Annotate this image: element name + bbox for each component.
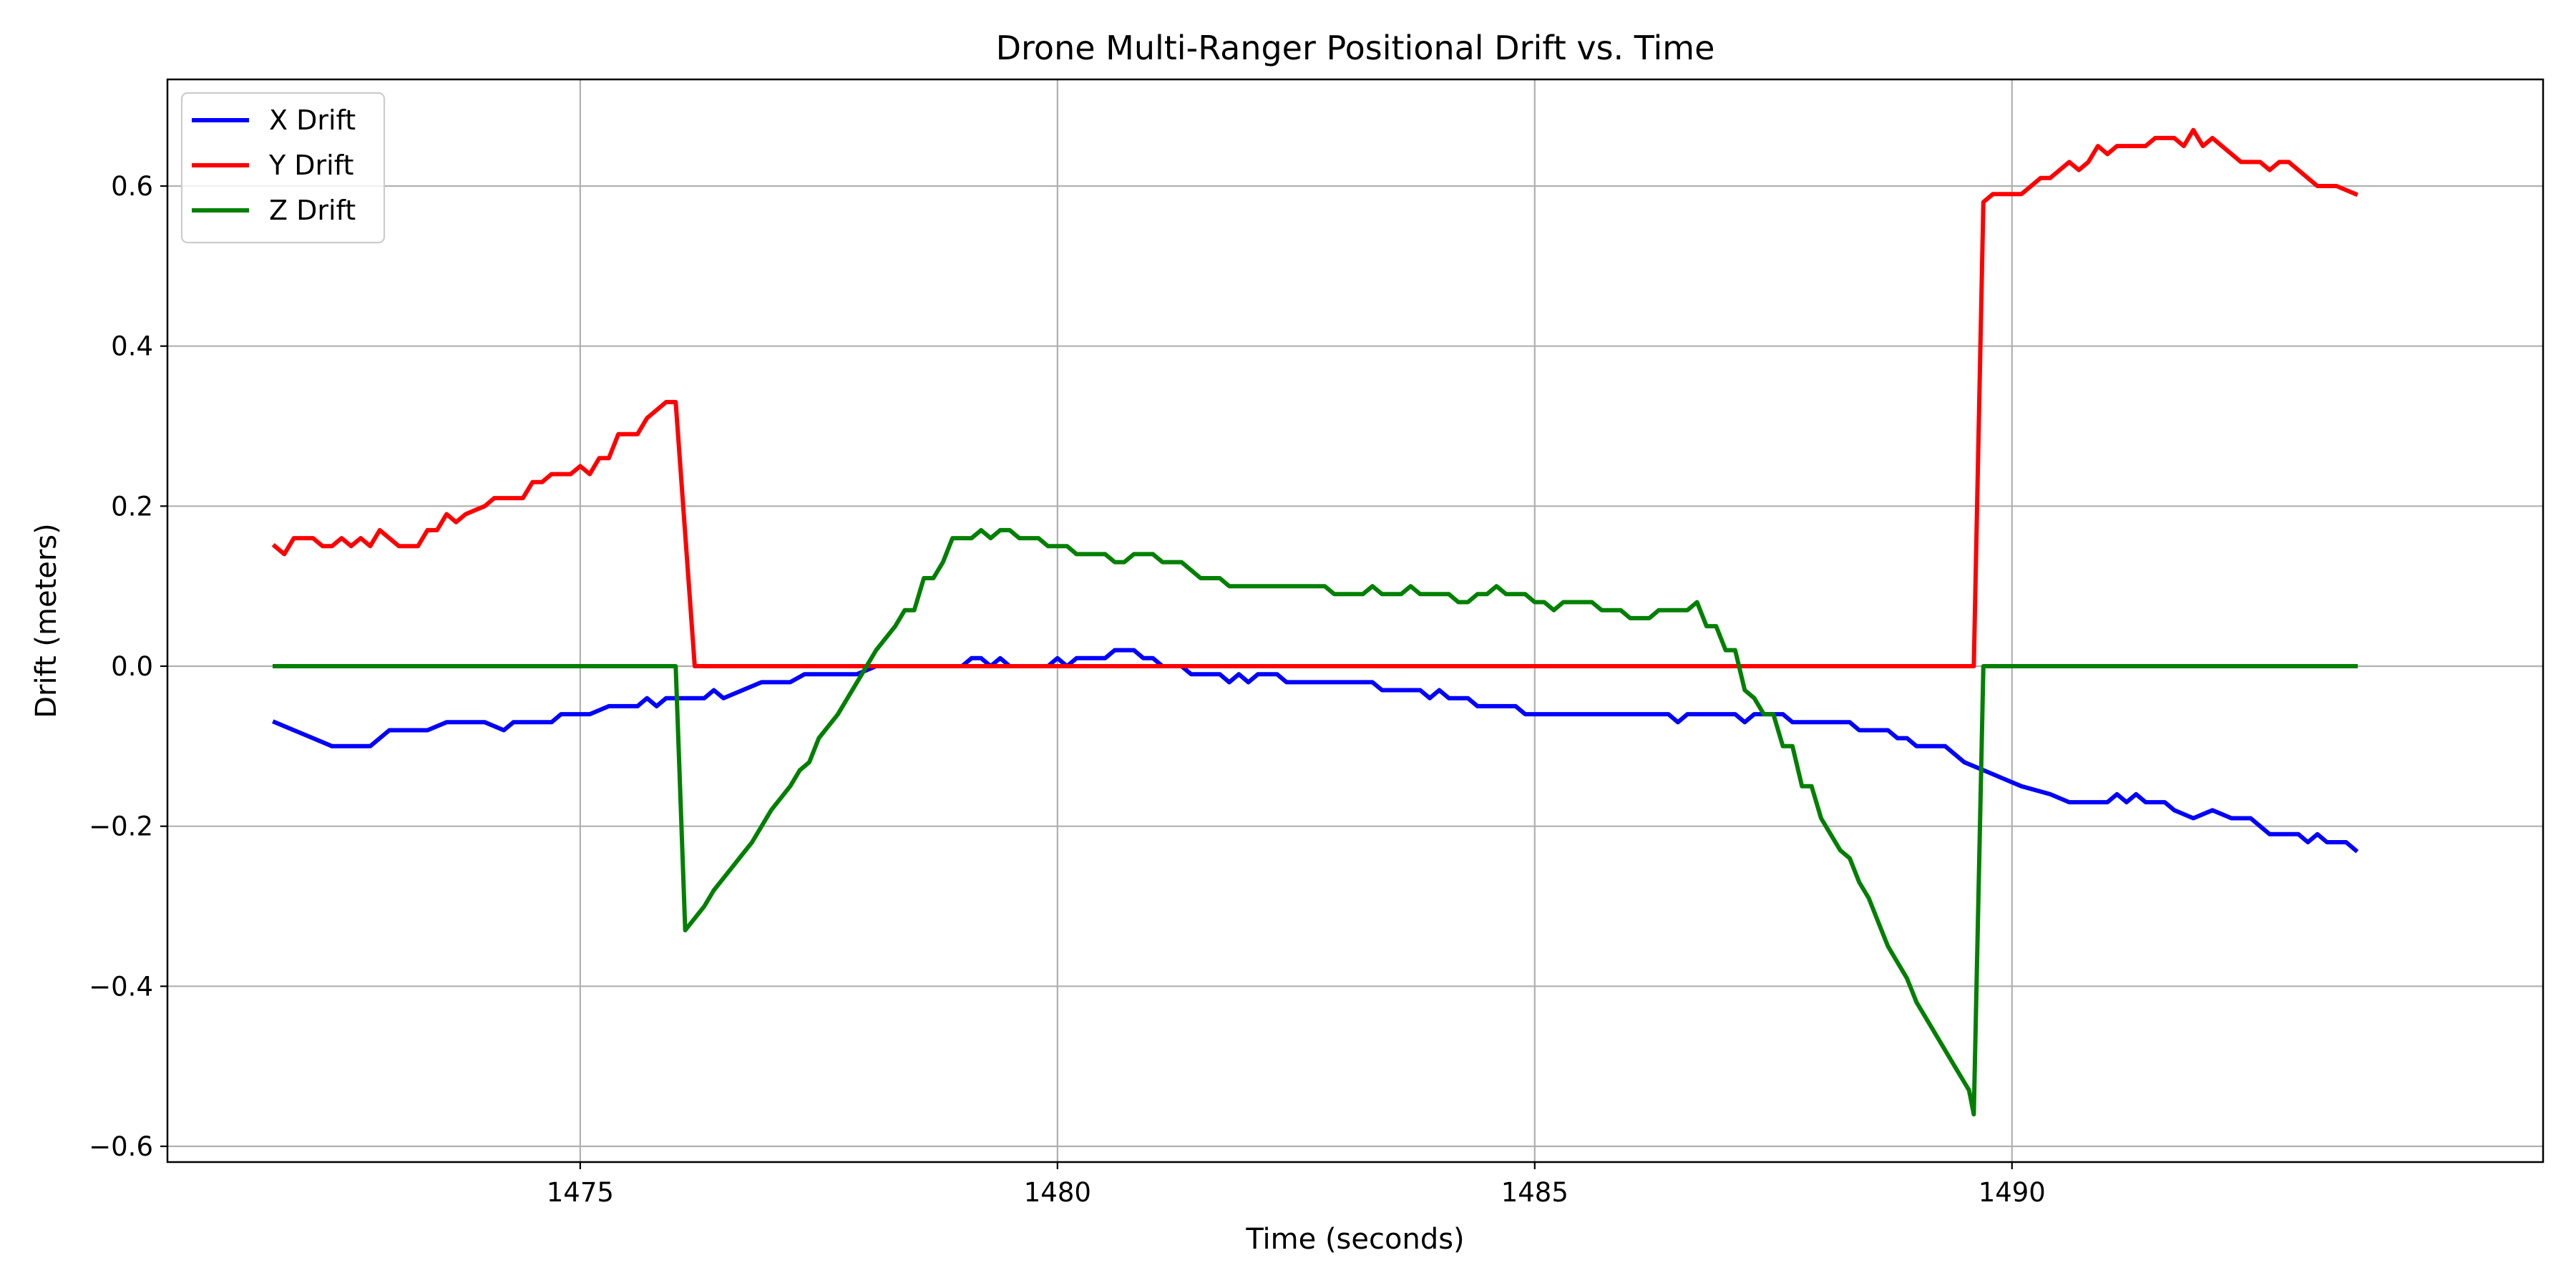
x-axis-label: Time (seconds) bbox=[1245, 1223, 1464, 1256]
x-tick-label: 1490 bbox=[1979, 1177, 2046, 1208]
series-lines bbox=[271, 127, 2359, 1117]
series-line-x-drift bbox=[272, 648, 2359, 854]
chart-title: Drone Multi-Ranger Positional Drift vs. … bbox=[996, 29, 1715, 67]
x-tick-label: 1475 bbox=[547, 1177, 614, 1208]
y-tick-label: −0.2 bbox=[89, 811, 153, 842]
legend-box bbox=[180, 92, 386, 244]
y-tick-label: 0.0 bbox=[111, 651, 153, 682]
legend-label: X Drift bbox=[269, 104, 356, 136]
x-tick-label: 1480 bbox=[1024, 1177, 1091, 1208]
y-tick-label: 0.6 bbox=[111, 171, 153, 202]
grid-lines bbox=[167, 79, 2543, 1162]
x-tick-label: 1485 bbox=[1501, 1177, 1568, 1208]
plot-frame bbox=[166, 78, 2545, 1163]
y-axis-label: Drift (meters) bbox=[30, 523, 63, 718]
legend-label: Y Drift bbox=[268, 150, 353, 181]
legend: X Drift Y Drift Z Drift bbox=[180, 92, 386, 244]
series-line-y-drift bbox=[271, 127, 2358, 668]
y-tick-label: −0.6 bbox=[89, 1131, 153, 1162]
y-tick-label: −0.4 bbox=[89, 971, 153, 1002]
series-line-z-drift bbox=[273, 527, 2358, 1117]
y-tick-label: 0.2 bbox=[111, 491, 153, 522]
axis-ticks: 1475 1480 1485 1490 −0.6 −0.4 −0.2 0.0 0.2 0.4 0.6 bbox=[89, 171, 2046, 1208]
legend-label: Z Drift bbox=[269, 195, 356, 226]
y-tick-label: 0.4 bbox=[111, 331, 153, 362]
